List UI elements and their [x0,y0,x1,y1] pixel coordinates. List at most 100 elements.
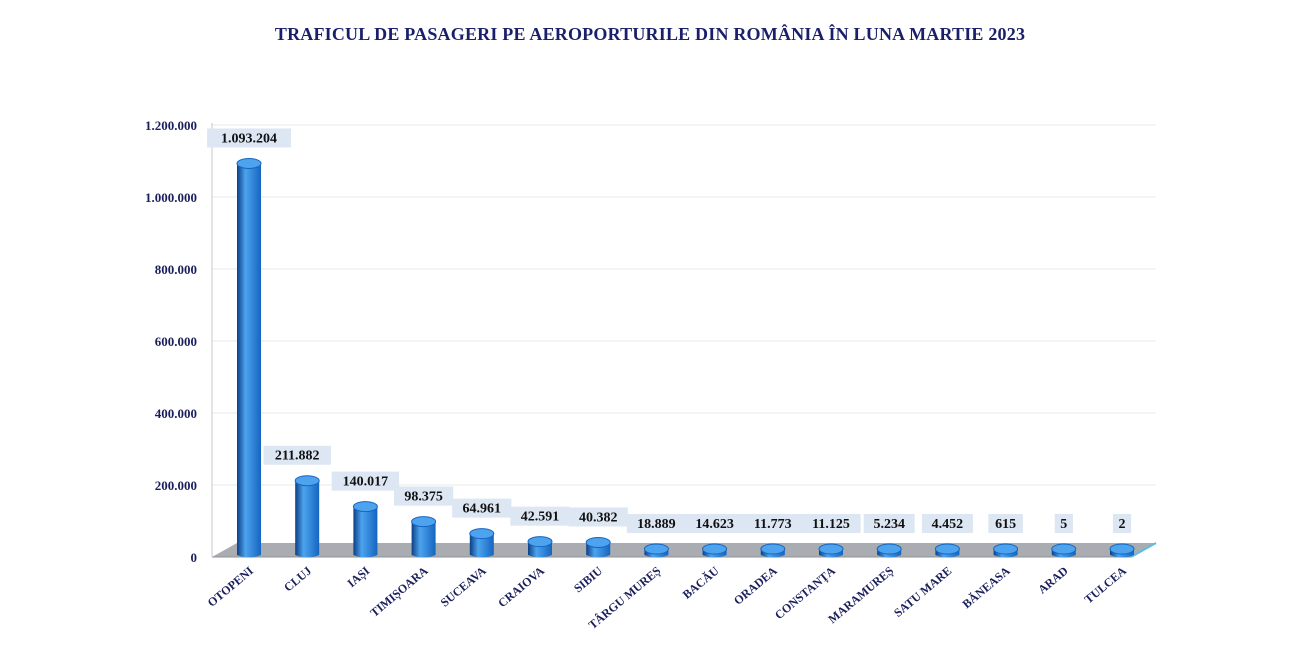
bar [527,536,553,558]
bar-top [294,475,320,487]
data-label: 40.382 [568,507,628,527]
data-label-box [685,514,745,533]
bar [1051,543,1077,558]
grid-lines [212,124,1156,486]
data-label-text: 14.623 [695,517,734,532]
chart-title: TRAFICUL DE PASAGERI PE AEROPORTURILE DI… [274,24,1026,44]
data-label-text: 4.452 [932,517,964,532]
bar-body [469,533,494,558]
y-tick-label: 0 [191,550,198,565]
x-tick-label: BACĂU [680,563,722,601]
x-tick-label: ORADEA [731,563,780,607]
x-tick-label: ARAD [1035,563,1071,596]
y-tick-label: 200.000 [155,478,197,493]
bar-top [236,157,262,169]
x-tick-label: TIMIȘOARA [367,563,431,620]
y-tick-label: 1.200.000 [145,118,197,133]
data-label-box [331,471,400,491]
bar-body [353,506,378,558]
data-label-box [801,514,861,533]
data-label-text: 5 [1060,517,1067,532]
data-label-box [207,128,291,148]
bar-top [527,536,553,548]
y-tick-label: 600.000 [155,334,197,349]
data-label-box [863,514,915,533]
bar [643,543,669,558]
data-label-text: 11.773 [754,517,792,532]
data-label-box [263,445,331,465]
data-label: 14.623 [685,514,745,533]
bar-top [352,501,378,513]
x-tick-label: OTOPENI [205,563,256,609]
data-label: 18.889 [626,514,686,533]
bar-top [411,516,437,528]
x-tick-label: IAȘI [344,563,373,591]
data-label-text: 211.882 [275,449,320,464]
bar [760,543,786,558]
bar [585,536,611,558]
bar [294,475,320,558]
data-label: 2 [1112,514,1132,533]
bar [411,516,437,558]
floor-top [212,543,1156,557]
data-labels: 1.093.204 211.882 140.017 98.375 64.961 42.59… [207,128,1132,533]
data-label: 42.591 [510,506,570,526]
data-label: 11.773 [743,514,803,533]
y-tick-label: 1.000.000 [145,190,197,205]
data-label-text: 5.234 [873,517,905,532]
data-label: 5 [1054,514,1073,533]
data-label-text: 615 [995,517,1016,532]
data-label-text: 11.125 [812,517,850,532]
bar-top [818,543,844,555]
bar [236,157,262,558]
data-label-box [452,498,512,518]
bar-top [1109,543,1135,555]
data-label-box [1054,514,1073,533]
data-label-text: 140.017 [343,475,389,490]
data-label-box [394,486,454,506]
x-tick-label: TULCEA [1082,563,1130,606]
y-tick-label: 800.000 [155,262,197,277]
data-label: 1.093.204 [207,128,291,148]
bar [876,543,902,558]
data-label-box [626,514,686,533]
data-label: 11.125 [801,514,861,533]
data-label-box [988,514,1023,533]
data-label-text: 2 [1119,517,1126,532]
data-label-text: 18.889 [637,517,676,532]
bar [934,543,960,558]
data-label-box [1112,514,1132,533]
data-label-text: 42.591 [521,510,560,525]
data-label-text: 1.093.204 [221,131,277,146]
data-label: 98.375 [394,486,454,506]
y-axis: 0 200.000 400.000 600.000 800.000 1.000.000 1.… [145,118,213,565]
bar [818,543,844,558]
bar-top [585,536,611,548]
x-tick-label: SIBIU [571,563,605,595]
x-tick-label: CRAIOVA [495,563,547,610]
x-tick-label: BĂNEASA [960,563,1013,611]
data-label-text: 64.961 [463,502,502,517]
x-tick-label: SUCEAVA [438,563,489,609]
bar-top [1051,543,1077,555]
bar-top [934,543,960,555]
bar-body [295,480,320,558]
data-label: 4.452 [921,514,973,533]
data-label: 64.961 [452,498,512,518]
bar-top [643,543,669,555]
data-label: 140.017 [331,471,400,491]
bar [469,528,495,558]
data-label-box [921,514,973,533]
floor-edge [1130,542,1157,558]
data-label-box [568,507,628,527]
bar-body [237,163,261,558]
x-tick-label: CLUJ [281,564,314,595]
bar-top [760,543,786,555]
data-label-box [510,506,570,526]
data-label: 5.234 [863,514,915,533]
data-label-text: 40.382 [579,510,618,525]
bars [236,157,1135,558]
data-label: 211.882 [263,445,331,465]
